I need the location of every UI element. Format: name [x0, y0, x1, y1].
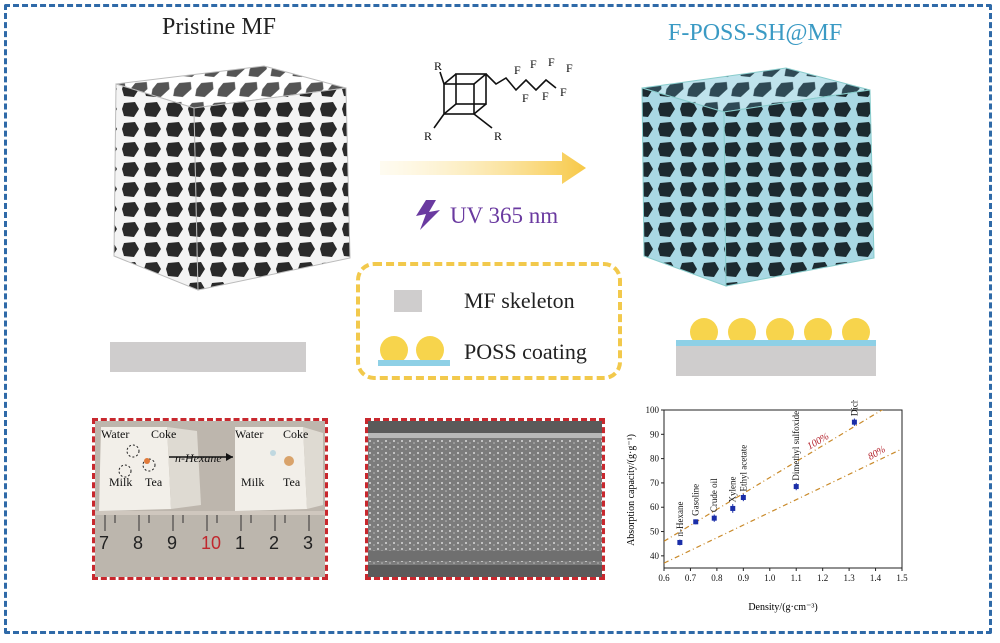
data-point: [851, 419, 857, 425]
molecule-structure: R R R F F F F F F F: [424, 55, 573, 143]
f-label-7: F: [566, 61, 573, 75]
coated-mf-cube: [641, 67, 875, 287]
sample-photo-panel: Water Coke Milk Tea n-Hexane Water Coke …: [92, 418, 328, 580]
mf-skeleton-label: MF skeleton: [464, 288, 575, 313]
mf-skeleton-bar: [110, 342, 306, 372]
f-label-6: F: [560, 85, 567, 99]
x-tick-label: 1.0: [764, 573, 776, 583]
poss-coating-swatch: [378, 336, 450, 366]
lightning-icon: [416, 200, 440, 230]
ruler-number: 3: [303, 533, 314, 553]
y-tick-label: 80: [650, 454, 660, 464]
x-tick-label: 0.8: [711, 573, 723, 583]
data-point: [793, 484, 799, 490]
sem-image-panel: [365, 418, 605, 580]
data-point: [711, 515, 717, 521]
label-n-hexane: n-Hexane: [175, 451, 222, 465]
x-tick-label: 0.9: [738, 573, 750, 583]
y-axis-label: Absorption capacity/(g·g⁻¹): [626, 434, 637, 546]
f-label-1: F: [514, 63, 521, 77]
ruler-number: 2: [269, 533, 280, 553]
x-axis-label: Density/(g·cm⁻³): [748, 602, 817, 613]
label-tea-right: Tea: [283, 475, 301, 489]
f-label-3: F: [530, 57, 537, 71]
legend-box: [356, 262, 622, 380]
data-point-label: Crude oil: [709, 478, 719, 512]
label-milk-right: Milk: [241, 475, 265, 489]
label-coke-left: Coke: [151, 427, 177, 441]
x-tick-label: 0.6: [658, 573, 670, 583]
f-label-4: F: [542, 89, 549, 103]
data-point: [730, 505, 736, 511]
y-tick-label: 60: [650, 502, 660, 512]
sem-image: [368, 421, 602, 577]
data-point-label: Dichloromethane: [849, 400, 859, 416]
uv-label: UV 365 nm: [450, 203, 559, 228]
reference-line: [664, 410, 883, 542]
r-group-right: R: [494, 129, 502, 143]
reaction-arrow: [380, 152, 586, 184]
label-water-right: Water: [235, 427, 264, 441]
r-group-top: R: [434, 59, 442, 73]
dashed-frame: [4, 4, 992, 634]
x-tick-label: 1.3: [843, 573, 855, 583]
x-tick-label: 1.5: [896, 573, 908, 583]
x-tick-label: 1.4: [870, 573, 882, 583]
ruler-number: 9: [167, 533, 178, 553]
mf-skeleton-swatch: [394, 290, 422, 312]
x-tick-label: 1.2: [817, 573, 828, 583]
label-tea-left: Tea: [145, 475, 163, 489]
y-tick-label: 90: [650, 429, 660, 439]
data-point: [677, 539, 683, 545]
pristine-mf-cube: [113, 65, 351, 291]
data-point-label: Ethyl acetate: [738, 445, 748, 492]
ruler-numbers: 7 8 9 10 1 2 3: [95, 533, 325, 555]
x-tick-label: 1.1: [791, 573, 802, 583]
label-milk-left: Milk: [109, 475, 133, 489]
r-group-left: R: [424, 129, 432, 143]
y-tick-label: 50: [650, 527, 660, 537]
f-label-2: F: [522, 91, 529, 105]
ruler-number: 8: [133, 533, 144, 553]
data-point-label: n-Hexane: [675, 501, 685, 536]
ruler-number: 1: [235, 533, 246, 553]
plot-area: [663, 409, 903, 569]
data-point-label: Dimethyl sulfoxide: [791, 411, 801, 481]
label-coke-right: Coke: [283, 427, 309, 441]
data-point-label: Xylene: [728, 476, 738, 502]
f-poss-sh-mf-title: F-POSS-SH@MF: [668, 20, 843, 46]
data-point: [693, 519, 699, 525]
y-tick-label: 40: [650, 551, 660, 561]
pristine-mf-title: Pristine MF: [162, 14, 277, 40]
data-point-label: Gasoline: [691, 484, 701, 516]
ruler-number: 10: [201, 533, 222, 553]
f-label-5: F: [548, 55, 555, 69]
data-point: [740, 495, 746, 501]
x-tick-label: 0.7: [685, 573, 697, 583]
coated-skeleton-bar: [676, 318, 876, 376]
label-water-left: Water: [101, 427, 130, 441]
ruler-number: 7: [99, 533, 110, 553]
y-tick-label: 70: [650, 478, 660, 488]
poss-coating-label: POSS coating: [464, 339, 587, 364]
reference-line: [664, 448, 902, 564]
y-tick-label: 100: [646, 405, 660, 415]
sample-photo: [95, 421, 325, 577]
